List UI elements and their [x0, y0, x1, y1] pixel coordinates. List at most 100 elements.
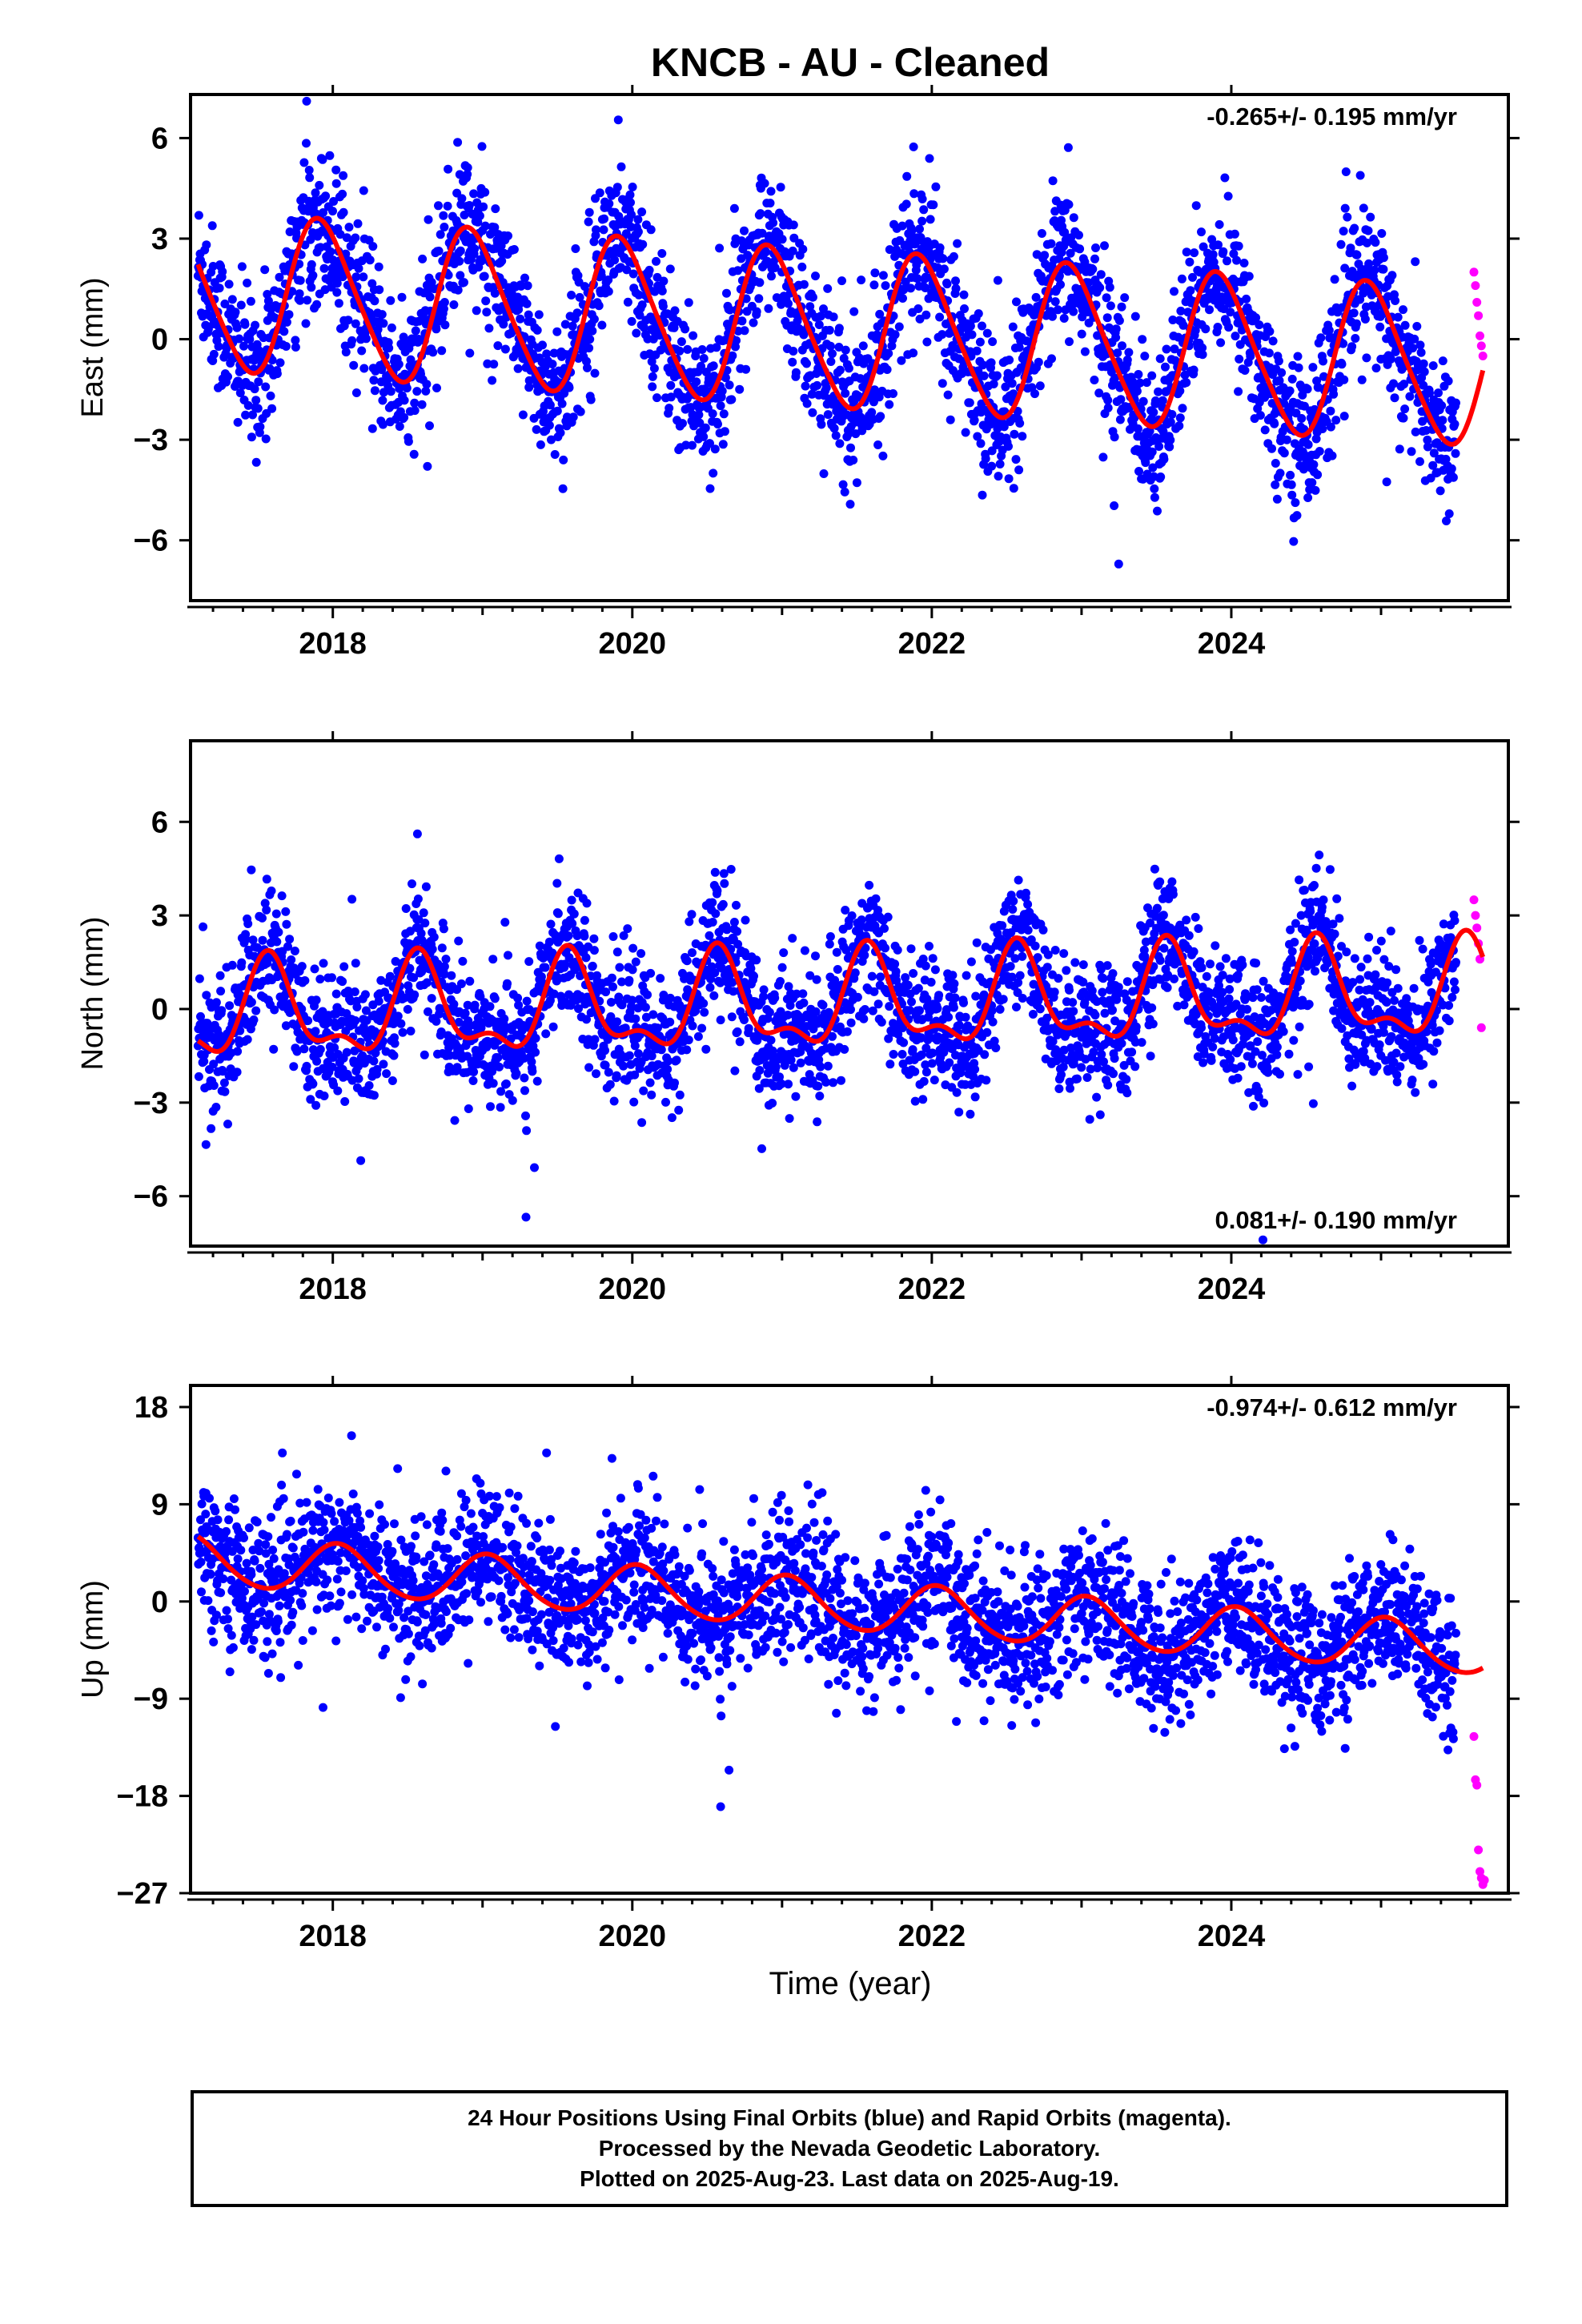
final-point	[612, 183, 622, 192]
final-point	[368, 242, 378, 251]
final-point	[769, 218, 778, 227]
final-point	[659, 276, 669, 286]
final-point	[1366, 212, 1375, 222]
final-point	[939, 264, 949, 274]
final-point	[1010, 429, 1019, 439]
final-point	[604, 199, 614, 208]
final-point	[315, 975, 325, 984]
final-point	[1177, 274, 1186, 283]
final-point	[961, 1012, 970, 1022]
final-point	[365, 255, 375, 265]
final-point	[991, 1043, 1001, 1052]
final-point	[694, 410, 704, 420]
final-point	[776, 183, 785, 192]
final-point	[994, 472, 1003, 481]
final-point	[684, 1035, 693, 1045]
final-point	[796, 1058, 805, 1068]
final-point	[1114, 316, 1124, 325]
final-point	[456, 246, 465, 255]
final-point	[876, 972, 885, 982]
final-point	[449, 300, 459, 309]
final-point	[802, 399, 812, 408]
final-point	[500, 918, 510, 927]
final-point	[282, 317, 291, 327]
final-point	[571, 244, 580, 253]
final-point	[845, 500, 855, 509]
final-point	[890, 959, 900, 969]
final-point	[857, 915, 866, 925]
final-point	[623, 297, 632, 307]
final-point	[559, 455, 568, 464]
final-point	[867, 971, 877, 981]
final-point	[267, 404, 277, 413]
final-point	[522, 996, 532, 1006]
final-point	[480, 271, 489, 281]
final-point	[791, 1092, 801, 1101]
final-point	[240, 320, 250, 329]
final-point	[564, 383, 574, 392]
final-point	[670, 306, 680, 316]
final-point	[1046, 239, 1056, 248]
final-point	[970, 416, 979, 425]
final-point	[272, 937, 282, 947]
final-point	[319, 208, 327, 217]
final-point	[444, 164, 453, 174]
velocity-annotation: -0.265+/- 0.195 mm/yr	[1207, 103, 1457, 131]
final-point	[711, 909, 721, 919]
final-point	[1285, 386, 1295, 396]
final-point	[420, 919, 430, 928]
final-point	[501, 1079, 511, 1088]
final-point	[752, 955, 761, 965]
final-point	[1159, 455, 1169, 464]
final-point	[600, 1046, 609, 1055]
final-point	[239, 341, 248, 351]
final-point	[464, 1104, 473, 1113]
final-point	[929, 200, 938, 210]
final-point	[1311, 485, 1320, 495]
final-point	[1014, 343, 1024, 352]
final-point	[233, 1047, 243, 1056]
final-point	[1150, 493, 1159, 502]
final-point	[878, 451, 888, 460]
final-point	[1352, 250, 1362, 259]
final-point	[1452, 398, 1460, 408]
final-point	[1416, 348, 1426, 357]
y-axis-label: East (mm)	[76, 277, 110, 417]
final-point	[1412, 322, 1422, 331]
final-point	[634, 290, 644, 300]
final-point	[421, 882, 431, 891]
final-point	[1220, 173, 1230, 183]
final-point	[531, 1047, 540, 1057]
final-point	[453, 285, 463, 295]
final-point	[284, 310, 294, 320]
final-point	[657, 249, 667, 258]
final-point	[1134, 370, 1143, 379]
final-point	[798, 989, 808, 999]
final-point	[349, 360, 359, 370]
final-point	[951, 283, 961, 293]
final-point	[934, 991, 944, 1000]
final-point	[584, 207, 594, 217]
final-point	[656, 1045, 666, 1055]
final-point	[1050, 297, 1060, 307]
final-point	[665, 1017, 675, 1027]
final-point	[351, 319, 360, 328]
final-point	[356, 1156, 366, 1165]
final-point	[534, 310, 544, 320]
final-point	[359, 364, 369, 373]
final-point	[583, 363, 592, 372]
final-point	[761, 247, 771, 256]
final-point	[354, 1074, 363, 1084]
final-point	[1090, 376, 1099, 384]
final-point	[992, 371, 1002, 380]
final-point	[901, 199, 911, 209]
x-tick-label: 2018	[299, 627, 367, 661]
final-point	[263, 296, 273, 306]
final-point	[484, 324, 494, 333]
final-point	[469, 189, 479, 199]
final-point	[919, 1076, 929, 1086]
final-point	[241, 410, 251, 420]
final-point	[1018, 432, 1027, 441]
final-point	[661, 1097, 670, 1107]
